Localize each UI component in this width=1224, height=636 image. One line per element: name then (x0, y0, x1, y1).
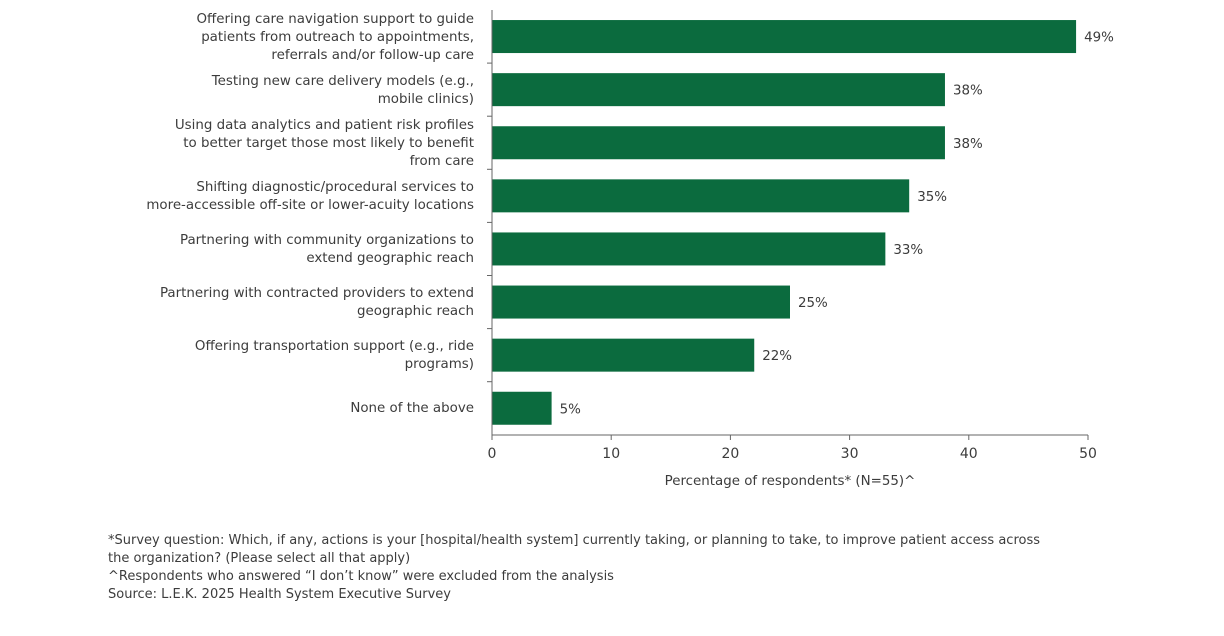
category-label: None of the above (94, 400, 474, 418)
bar (492, 73, 945, 107)
bar (492, 20, 1077, 54)
category-label-line: Offering transportation support (e.g., r… (194, 339, 474, 355)
footnote-survey-question: *Survey question: Which, if any, actions… (108, 533, 1041, 548)
footnote-exclusion: ^Respondents who answered “I don’t know”… (108, 569, 614, 584)
x-tick-label: 40 (960, 446, 978, 462)
category-label-line: Testing new care delivery models (e.g., (211, 73, 474, 89)
data-label: 25% (798, 296, 828, 311)
footnote-source: Source: L.E.K. 2025 Health System Execut… (108, 587, 451, 602)
category-label-line: extend geographic reach (306, 250, 474, 266)
category-label: Shifting diagnostic/procedural services … (94, 179, 474, 215)
category-label: Partnering with contracted providers to … (94, 285, 474, 321)
category-label: Offering transportation support (e.g., r… (94, 338, 474, 374)
category-label-line: Offering care navigation support to guid… (196, 11, 474, 27)
category-label-line: Shifting diagnostic/procedural services … (196, 179, 474, 195)
category-label-line: mobile clinics) (377, 91, 474, 107)
bar (492, 232, 886, 266)
data-label: 5% (560, 402, 581, 417)
x-tick-label: 10 (602, 446, 620, 462)
category-label-line: Partnering with community organizations … (180, 232, 474, 248)
category-label-line: more-accessible off-site or lower-acuity… (146, 197, 474, 213)
data-label: 33% (893, 243, 923, 258)
bar (492, 285, 790, 319)
data-label: 22% (762, 349, 792, 364)
x-tick-label: 30 (841, 446, 859, 462)
category-label-line: referrals and/or follow-up care (271, 47, 474, 63)
category-label-line: Using data analytics and patient risk pr… (174, 117, 474, 133)
data-label: 38% (953, 84, 983, 99)
bar (492, 126, 945, 160)
category-label: Offering care navigation support to guid… (94, 11, 474, 65)
category-label-line: patients from outreach to appointments, (201, 29, 474, 45)
data-label: 35% (917, 190, 947, 205)
category-label-line: Partnering with contracted providers to … (159, 286, 474, 302)
x-tick-label: 50 (1079, 446, 1097, 462)
category-label-line: to better target those most likely to be… (183, 135, 474, 151)
footnote-survey-question-cont: the organization? (Please select all tha… (108, 551, 411, 566)
bar (492, 179, 910, 213)
category-label-line: None of the above (350, 401, 474, 417)
category-label-line: geographic reach (357, 304, 474, 320)
x-tick-label: 0 (488, 446, 497, 462)
data-label: 49% (1084, 31, 1114, 46)
category-label: Using data analytics and patient risk pr… (94, 117, 474, 171)
footnotes: *Survey question: Which, if any, actions… (108, 532, 1108, 604)
bar (492, 391, 552, 425)
x-tick-label: 20 (721, 446, 739, 462)
category-label-line: programs) (404, 357, 474, 373)
category-label: Testing new care delivery models (e.g., m… (94, 73, 474, 109)
category-label-line: from care (409, 153, 474, 169)
data-label: 38% (953, 137, 983, 152)
category-label: Partnering with community organizations … (94, 232, 474, 268)
x-axis-label: Percentage of respondents* (N=55)^ (665, 474, 916, 489)
bar (492, 338, 755, 372)
